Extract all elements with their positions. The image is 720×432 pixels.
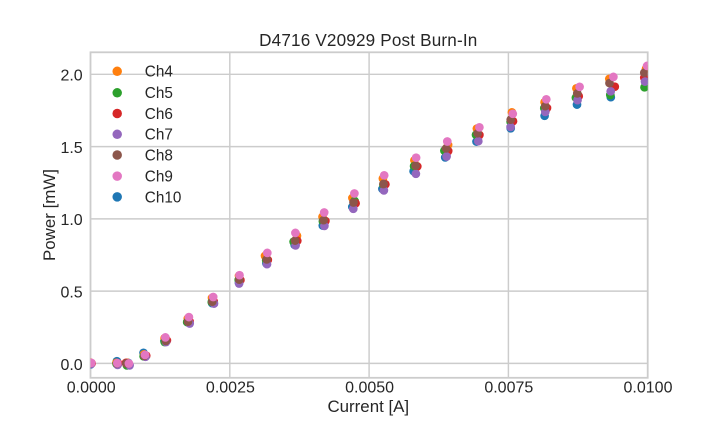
svg-text:Ch6: Ch6 [145, 106, 173, 123]
svg-text:Power [mW]: Power [mW] [40, 169, 59, 261]
svg-text:Ch4: Ch4 [145, 64, 174, 81]
svg-text:0.0000: 0.0000 [67, 380, 116, 397]
svg-text:Ch5: Ch5 [145, 85, 173, 102]
svg-text:1.5: 1.5 [60, 140, 82, 157]
svg-text:0.0075: 0.0075 [484, 380, 533, 397]
svg-text:Current [A]: Current [A] [327, 397, 409, 416]
svg-text:Ch10: Ch10 [145, 189, 182, 206]
svg-text:D4716 V20929 Post Burn-In: D4716 V20929 Post Burn-In [259, 31, 477, 50]
svg-text:Ch7: Ch7 [145, 127, 173, 144]
svg-text:0.0025: 0.0025 [206, 380, 255, 397]
svg-text:0.0050: 0.0050 [345, 380, 394, 397]
svg-text:0.0100: 0.0100 [624, 380, 673, 397]
svg-text:0.5: 0.5 [60, 284, 82, 301]
svg-text:0.0: 0.0 [60, 357, 82, 374]
svg-text:1.0: 1.0 [60, 212, 82, 229]
svg-text:2.0: 2.0 [60, 68, 82, 85]
svg-text:Ch9: Ch9 [145, 169, 173, 186]
svg-text:Ch8: Ch8 [145, 147, 173, 164]
